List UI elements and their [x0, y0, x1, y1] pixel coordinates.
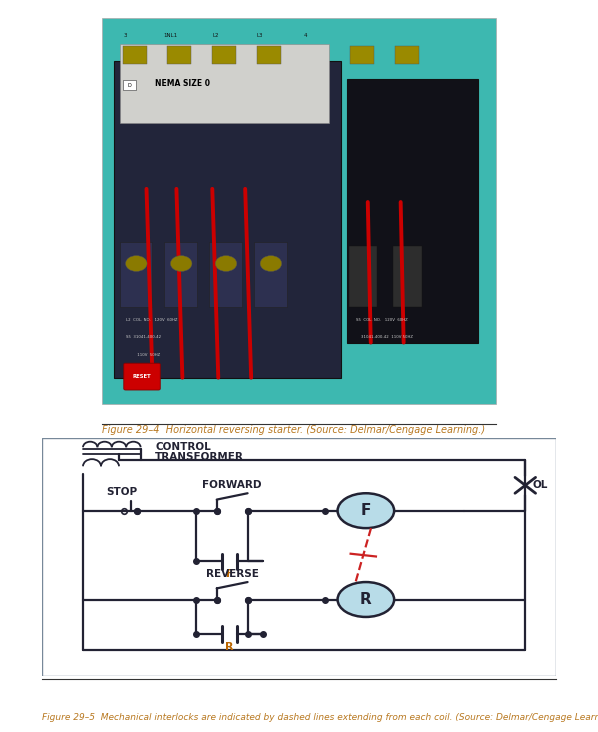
Text: Figure 29–4  Horizontal reversing starter. (Source: Delmar/Cengage Learning.): Figure 29–4 Horizontal reversing starter… — [102, 425, 485, 435]
Text: CONTROL: CONTROL — [155, 442, 210, 452]
FancyBboxPatch shape — [257, 46, 281, 64]
FancyBboxPatch shape — [209, 242, 242, 307]
Text: F: F — [361, 503, 371, 518]
Text: NEMA SIZE 0: NEMA SIZE 0 — [155, 78, 210, 88]
Text: L3: L3 — [257, 34, 263, 38]
Circle shape — [170, 255, 192, 272]
Circle shape — [215, 255, 237, 272]
FancyBboxPatch shape — [347, 79, 478, 343]
Text: F: F — [226, 569, 233, 579]
FancyBboxPatch shape — [349, 246, 377, 307]
Text: L2  COL. NO.   120V  60HZ: L2 COL. NO. 120V 60HZ — [126, 318, 177, 321]
Text: 3: 3 — [124, 34, 127, 38]
Circle shape — [337, 582, 394, 617]
Text: S5  31041-400-42: S5 31041-400-42 — [126, 335, 161, 339]
FancyBboxPatch shape — [124, 363, 160, 390]
FancyBboxPatch shape — [123, 46, 147, 64]
FancyBboxPatch shape — [120, 242, 152, 307]
Text: R: R — [360, 592, 372, 607]
FancyBboxPatch shape — [393, 246, 422, 307]
Circle shape — [126, 255, 147, 272]
Text: R: R — [225, 642, 234, 652]
Text: TRANSFORMER: TRANSFORMER — [155, 452, 244, 462]
FancyBboxPatch shape — [114, 61, 341, 378]
Text: OL: OL — [533, 480, 548, 490]
FancyBboxPatch shape — [395, 46, 419, 64]
Circle shape — [260, 255, 282, 272]
Text: STOP: STOP — [106, 487, 137, 497]
Circle shape — [337, 493, 394, 529]
Text: 31041-400-42  110V 50HZ: 31041-400-42 110V 50HZ — [356, 335, 413, 339]
Text: Figure 29–5  Mechanical interlocks are indicated by dashed lines extending from : Figure 29–5 Mechanical interlocks are in… — [42, 714, 598, 722]
Text: FORWARD: FORWARD — [202, 480, 262, 490]
Text: D: D — [127, 83, 131, 88]
FancyBboxPatch shape — [254, 242, 287, 307]
Text: REVERSE: REVERSE — [206, 569, 258, 579]
Text: 1NL1: 1NL1 — [163, 34, 178, 38]
Text: RESET: RESET — [133, 374, 151, 379]
Text: L2: L2 — [212, 34, 218, 38]
Text: S5  COL. NO.   120V  60HZ: S5 COL. NO. 120V 60HZ — [356, 318, 408, 321]
FancyBboxPatch shape — [123, 81, 136, 90]
FancyBboxPatch shape — [350, 46, 374, 64]
Text: 110V  50HZ: 110V 50HZ — [126, 353, 160, 356]
FancyBboxPatch shape — [212, 46, 236, 64]
FancyBboxPatch shape — [167, 46, 191, 64]
FancyBboxPatch shape — [120, 44, 329, 123]
Text: 4: 4 — [303, 34, 307, 38]
FancyBboxPatch shape — [102, 18, 496, 404]
FancyBboxPatch shape — [164, 242, 197, 307]
